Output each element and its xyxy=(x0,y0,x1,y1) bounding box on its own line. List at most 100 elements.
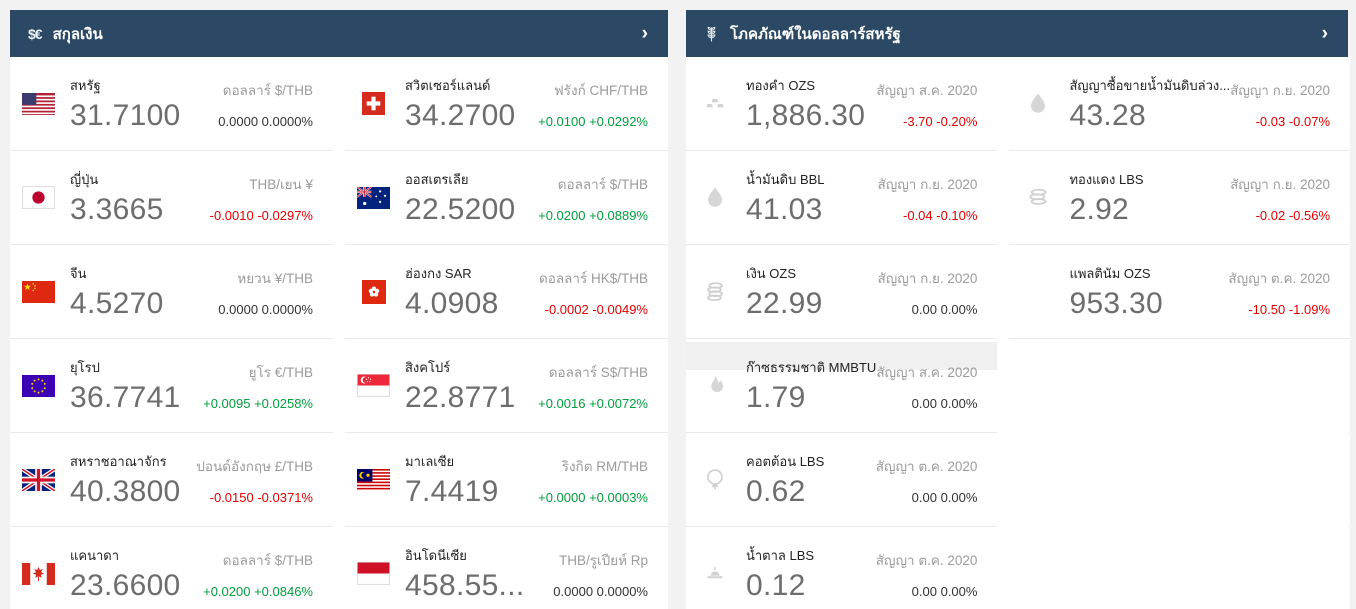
currency-pair-label: ดอลลาร์ $/THB xyxy=(222,82,313,98)
copper-stack-icon xyxy=(1021,184,1054,212)
currency-price: 23.6600 xyxy=(70,568,181,602)
currency-change: +0.0000 +0.0003% xyxy=(538,489,648,505)
commodity-main: ทองคำ OZS 1,886.30 xyxy=(746,75,876,133)
commodity-contract-label: สัญญา ก.ย. 2020 xyxy=(1230,82,1331,98)
commodity-row-crude-oil[interactable]: น้ำมันดิบ BBL 41.03 สัญญา ก.ย. 2020 -0.0… xyxy=(686,151,998,245)
currency-change: 0.0000 0.0000% xyxy=(218,113,313,129)
chevron-right-icon[interactable]: › xyxy=(641,23,648,44)
currency-side: THB/เยน ¥ -0.0010 -0.0297% xyxy=(210,173,313,223)
china-flag-icon xyxy=(22,280,55,303)
commodity-change: -0.03 -0.07% xyxy=(1255,113,1331,129)
commodity-row-sugar[interactable]: น้ำตาล LBS 0.12 สัญญา ต.ค. 2020 0.00 0.0… xyxy=(686,527,998,609)
eu-flag-icon xyxy=(22,374,55,397)
commodity-side: สัญญา ก.ย. 2020 -0.02 -0.56% xyxy=(1230,173,1330,223)
currency-price: 31.7100 xyxy=(70,98,181,132)
currency-side: ดอลลาร์ HK$/THB -0.0002 -0.0049% xyxy=(539,267,648,317)
commodity-side: สัญญา ก.ย. 2020 -0.04 -0.10% xyxy=(878,173,978,223)
currency-price: 34.2700 xyxy=(405,98,516,132)
currency-row-canada[interactable]: แคนาดา 23.6600 ดอลลาร์ $/THB +0.0200 +0.… xyxy=(10,527,333,609)
commodity-side: สัญญา ก.ย. 2020 -0.03 -0.07% xyxy=(1230,79,1330,129)
oil-drop-icon xyxy=(698,184,731,212)
commodity-side: สัญญา ต.ค. 2020 -10.50 -1.09% xyxy=(1228,267,1330,317)
currency-pair-label: ดอลลาร์ $/THB xyxy=(557,176,648,192)
currency-pair-label: หยวน ¥/THB xyxy=(237,270,313,286)
commodities-panel-title: โภคภัณฑ์ในดอลลาร์สหรัฐ xyxy=(730,25,901,43)
currency-main: มาเลเซีย 7.4419 xyxy=(405,451,538,509)
uk-flag-icon xyxy=(22,468,55,491)
currency-pair-label: THB/รูเปียห์ Rp xyxy=(558,552,648,568)
commodity-row-platinum[interactable]: แพลตินัม OZS 953.30 สัญญา ต.ค. 2020 -10.… xyxy=(1009,245,1351,339)
commodity-row-gold[interactable]: ทองคำ OZS 1,886.30 สัญญา ส.ค. 2020 -3.70… xyxy=(686,57,998,151)
indonesia-flag-icon xyxy=(357,562,390,585)
currency-main: ออสเตรเลีย 22.5200 xyxy=(405,169,538,227)
commodity-main: แพลตินัม OZS 953.30 xyxy=(1069,263,1228,321)
switzerland-flag-icon xyxy=(357,92,390,115)
currency-change: -0.0010 -0.0297% xyxy=(209,207,313,223)
currency-change: 0.0000 0.0000% xyxy=(218,301,313,317)
commodity-contract-label: สัญญา ต.ค. 2020 xyxy=(1228,270,1331,286)
chevron-right-icon[interactable]: › xyxy=(1321,23,1328,44)
currency-pair-label: ดอลลาร์ $/THB xyxy=(222,552,313,568)
commodity-main: ก๊าซธรรมชาติ MMBTU 1.79 xyxy=(746,357,876,415)
commodities-panel: โภคภัณฑ์ในดอลลาร์สหรัฐ › ทองคำ OZS 1,886… xyxy=(686,10,1351,609)
currencies-panel: $€ สกุลเงิน › สหรัฐ 31.7100 ดอลลาร์ $/TH… xyxy=(10,10,668,609)
currency-price: 4.0908 xyxy=(405,286,499,320)
currency-row-china[interactable]: จีน 4.5270 หยวน ¥/THB 0.0000 0.0000% xyxy=(10,245,333,339)
currency-price: 22.5200 xyxy=(405,192,516,226)
commodity-name: ทองแดง LBS xyxy=(1069,171,1144,187)
currencies-panel-header[interactable]: $€ สกุลเงิน › xyxy=(10,10,668,57)
gas-flame-icon xyxy=(698,373,731,399)
commodity-contract-label: สัญญา ก.ย. 2020 xyxy=(877,176,978,192)
commodity-side: สัญญา ต.ค. 2020 0.00 0.00% xyxy=(876,455,978,505)
commodity-price: 43.28 xyxy=(1069,98,1147,132)
commodity-row-cotton[interactable]: คอตต้อน LBS 0.62 สัญญา ต.ค. 2020 0.00 0.… xyxy=(686,433,998,527)
currency-side: ดอลลาร์ $/THB +0.0200 +0.0846% xyxy=(203,549,313,599)
currency-name: สหราชอาณาจักร xyxy=(70,453,167,469)
commodity-side: สัญญา ส.ค. 2020 -3.70 -0.20% xyxy=(876,79,977,129)
currency-row-australia[interactable]: ออสเตรเลีย 22.5200 ดอลลาร์ $/THB +0.0200… xyxy=(345,151,668,245)
wheat-icon xyxy=(704,24,719,43)
currency-row-japan[interactable]: ญี่ปุ่น 3.3665 THB/เยน ¥ -0.0010 -0.0297… xyxy=(10,151,333,245)
commodity-row-copper[interactable]: ทองแดง LBS 2.92 สัญญา ก.ย. 2020 -0.02 -0… xyxy=(1009,151,1351,245)
commodity-price: 1,886.30 xyxy=(746,98,866,132)
empty-cell xyxy=(1009,433,1351,526)
currency-row-europe[interactable]: ยุโรป 36.7741 ยูโร €/THB +0.0095 +0.0258… xyxy=(10,339,333,433)
currencies-panel-title: สกุลเงิน xyxy=(52,25,103,43)
commodity-price: 41.03 xyxy=(746,192,823,226)
gold-bars-icon xyxy=(698,89,731,119)
currencies-grid: สหรัฐ 31.7100 ดอลลาร์ $/THB 0.0000 0.000… xyxy=(10,57,668,609)
currency-row-switzerland[interactable]: สวิตเซอร์แลนด์ 34.2700 ฟรังก์ CHF/THB +0… xyxy=(345,57,668,151)
currency-change: +0.0100 +0.0292% xyxy=(538,113,648,129)
commodity-name: แพลตินัม OZS xyxy=(1069,265,1151,281)
commodity-price: 0.12 xyxy=(746,568,806,602)
commodity-row-silver[interactable]: เงิน OZS 22.99 สัญญา ก.ย. 2020 0.00 0.00… xyxy=(686,245,998,339)
commodity-main: เงิน OZS 22.99 xyxy=(746,263,878,321)
currency-price: 22.8771 xyxy=(405,380,516,414)
currency-row-singapore[interactable]: สิงคโปร์ 22.8771 ดอลลาร์ S$/THB +0.0016 … xyxy=(345,339,668,433)
currency-pair-label: ริงกิต RM/THB xyxy=(561,458,648,474)
currency-change: -0.0002 -0.0049% xyxy=(544,301,648,317)
japan-flag-icon xyxy=(22,186,55,209)
currency-row-hong-kong[interactable]: ฮ่องกง SAR 4.0908 ดอลลาร์ HK$/THB -0.000… xyxy=(345,245,668,339)
currency-side: หยวน ¥/THB 0.0000 0.0000% xyxy=(218,267,313,317)
commodity-side: สัญญา ต.ค. 2020 0.00 0.00% xyxy=(876,549,978,599)
currency-change: +0.0095 +0.0258% xyxy=(203,395,313,411)
currency-row-indonesia[interactable]: อินโดนีเซีย 458.55... THB/รูเปียห์ Rp 0.… xyxy=(345,527,668,609)
commodity-main: สัญญาซื้อขายน้ำมันดิบล่วง... 43.28 xyxy=(1069,75,1230,133)
currency-main: ฮ่องกง SAR 4.0908 xyxy=(405,263,539,321)
currency-row-malaysia[interactable]: มาเลเซีย 7.4419 ริงกิต RM/THB +0.0000 +0… xyxy=(345,433,668,527)
commodity-price: 1.79 xyxy=(746,380,806,414)
commodity-row-natural-gas[interactable]: ก๊าซธรรมชาติ MMBTU 1.79 สัญญา ส.ค. 2020 … xyxy=(686,339,998,433)
currency-side: ดอลลาร์ S$/THB +0.0016 +0.0072% xyxy=(538,361,648,411)
commodity-row-crude-futures[interactable]: สัญญาซื้อขายน้ำมันดิบล่วง... 43.28 สัญญา… xyxy=(1009,57,1351,151)
commodity-change: 0.00 0.00% xyxy=(911,489,978,505)
empty-cell xyxy=(1009,527,1351,609)
currency-price: 7.4419 xyxy=(405,474,499,508)
commodity-change: -0.04 -0.10% xyxy=(903,207,978,223)
currency-side: ดอลลาร์ $/THB +0.0200 +0.0889% xyxy=(538,173,648,223)
currency-symbols-icon: $€ xyxy=(28,25,43,42)
commodities-panel-header[interactable]: โภคภัณฑ์ในดอลลาร์สหรัฐ › xyxy=(686,10,1348,57)
commodity-change: 0.00 0.00% xyxy=(911,583,978,599)
currency-row-us[interactable]: สหรัฐ 31.7100 ดอลลาร์ $/THB 0.0000 0.000… xyxy=(10,57,333,151)
currency-row-uk[interactable]: สหราชอาณาจักร 40.3800 ปอนด์อังกฤษ £/THB … xyxy=(10,433,333,527)
